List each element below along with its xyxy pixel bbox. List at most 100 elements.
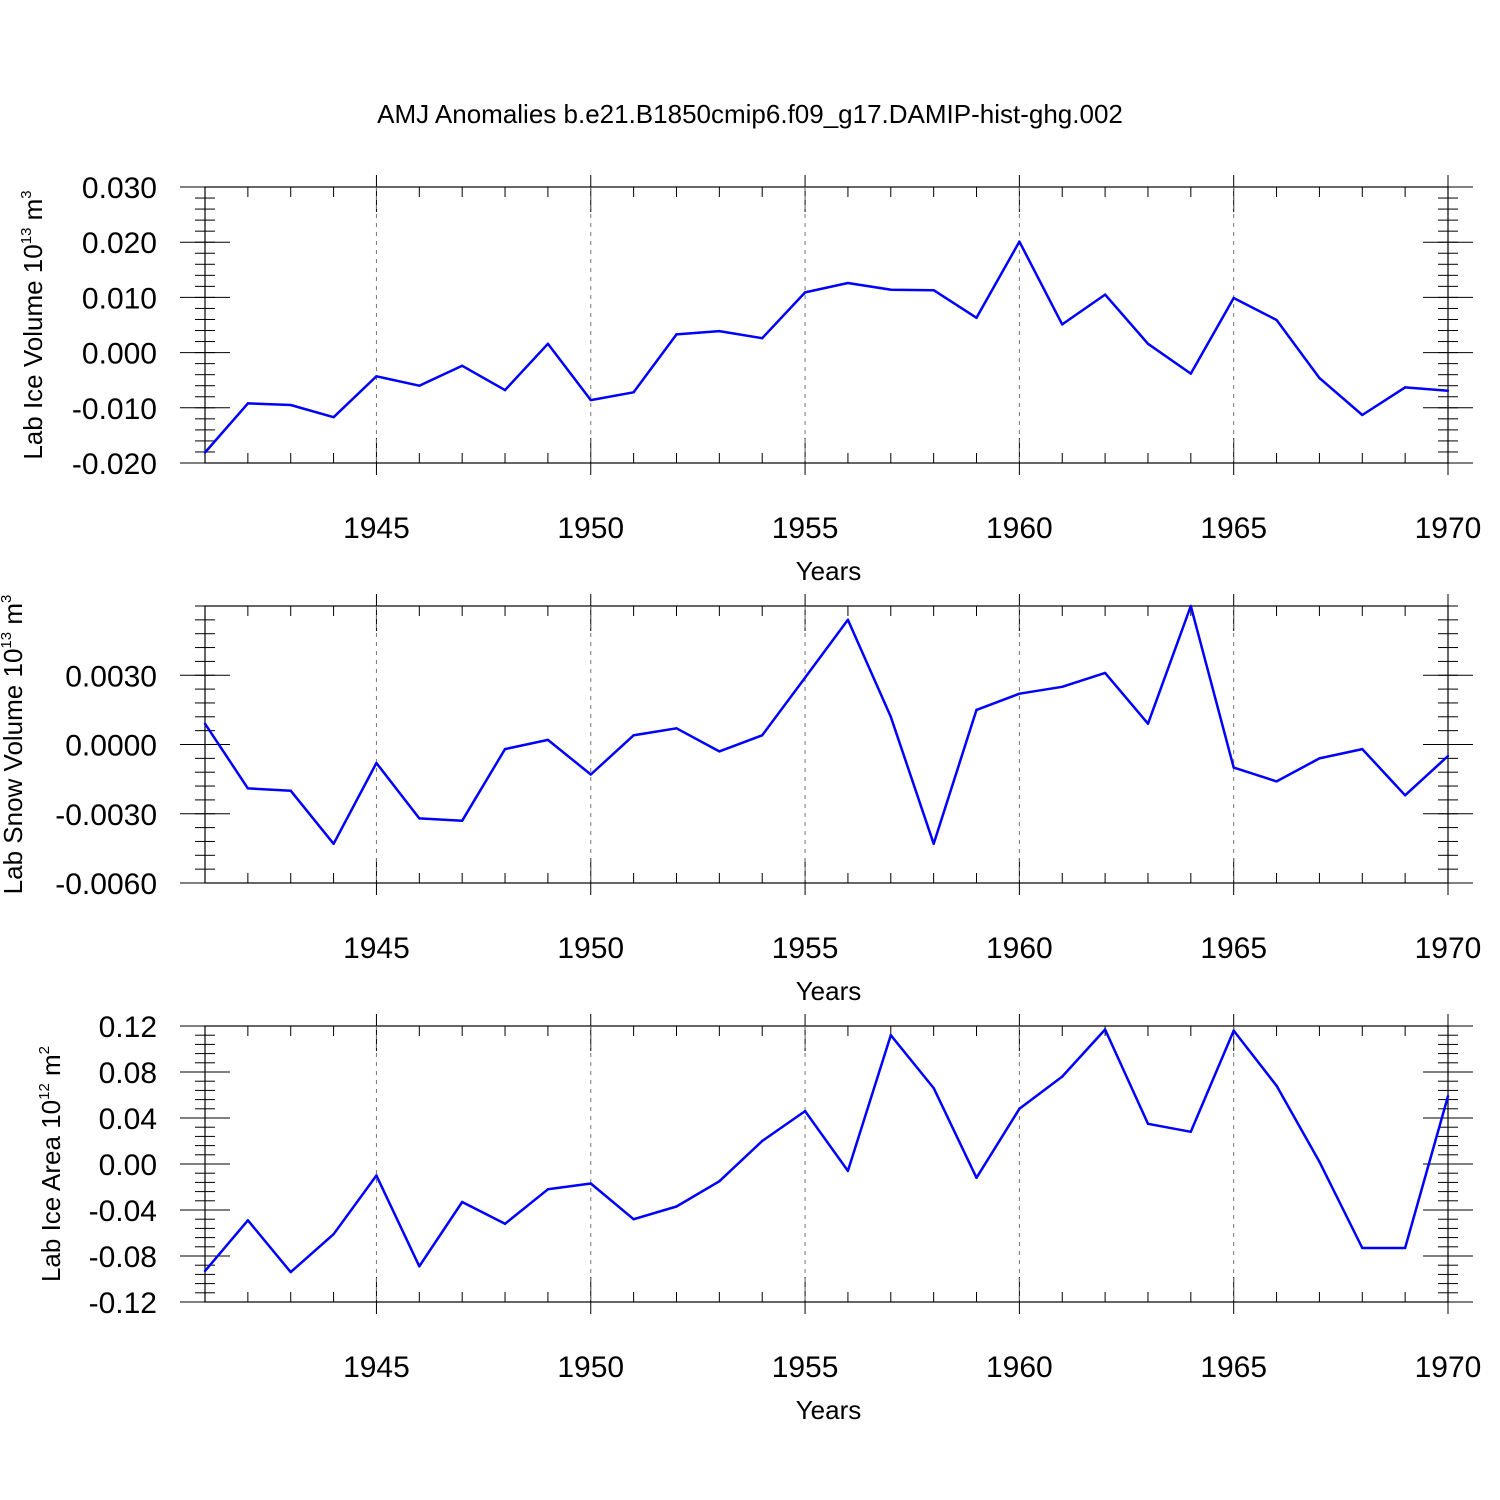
y-tick-label: -0.04 [89, 1195, 157, 1228]
data-point [803, 291, 807, 294]
y-tick-label: 0.000 [82, 338, 157, 371]
data-point [718, 1180, 721, 1183]
x-tick-label: 1965 [1200, 512, 1267, 545]
data-point [1018, 1107, 1021, 1111]
data-point [418, 1265, 421, 1268]
y-tick-label: -0.12 [89, 1287, 157, 1320]
data-point [1232, 296, 1235, 300]
data-point [1275, 318, 1278, 322]
data-point [1403, 1246, 1407, 1250]
x-tick-label: 1970 [1415, 512, 1482, 545]
data-point [1189, 372, 1193, 375]
panel-1: 1945 1950 1955 1960 1965 1970 Years -0.020 -0.01… [18, 172, 1481, 586]
data-point [589, 398, 592, 402]
data-point [460, 364, 464, 368]
data-point [761, 734, 764, 737]
y-tick-label: 0.010 [82, 282, 157, 315]
data-point [332, 1232, 335, 1236]
x-tick-label: 1955 [772, 1351, 839, 1384]
data-point [803, 676, 807, 679]
data-point [761, 337, 764, 340]
data-point [675, 1205, 678, 1208]
y-tick-label: 0.12 [99, 1011, 157, 1044]
data-point [975, 708, 978, 712]
data-point [1446, 1094, 1450, 1098]
y-tick-label: 0.0030 [65, 660, 157, 693]
data-point [1146, 1122, 1150, 1125]
panel-2: 1945 1950 1955 1960 1965 1970 Years -0.0060 -0.0… [0, 594, 1481, 1006]
data-point [718, 750, 721, 753]
data-point [460, 819, 464, 822]
data-point [1146, 722, 1150, 725]
data-point [1446, 754, 1450, 758]
x-axis-label: Years [796, 1395, 862, 1425]
y-tick-label: 0.020 [82, 227, 157, 260]
data-point [375, 1174, 378, 1177]
data-point [1061, 685, 1064, 688]
data-point [418, 817, 421, 820]
data-point [1232, 766, 1235, 769]
data-point [203, 1269, 207, 1273]
y-tick-label: 0.0000 [65, 730, 157, 763]
data-point [1061, 1075, 1064, 1078]
y-tick-label: -0.0060 [55, 868, 157, 901]
data-point [1318, 1160, 1321, 1163]
x-tick-label: 1945 [343, 1351, 410, 1384]
data-point [246, 787, 250, 790]
data-point [632, 391, 635, 394]
data-point [203, 722, 207, 725]
data-point [889, 288, 892, 291]
data-point [1189, 604, 1193, 608]
data-point [1403, 386, 1407, 389]
data-point [846, 281, 850, 285]
y-tick-label: 0.04 [99, 1103, 157, 1136]
data-point [589, 1182, 592, 1185]
data-point [1446, 389, 1450, 392]
data-point [546, 342, 550, 345]
data-point [1103, 293, 1107, 296]
data-point [975, 1176, 978, 1180]
data-point [546, 738, 550, 742]
data-point [975, 316, 978, 320]
data-point [589, 773, 592, 776]
data-point [1103, 671, 1107, 675]
y-tick-label: -0.08 [89, 1241, 157, 1274]
y-tick-label: 0.00 [99, 1149, 157, 1182]
data-point [632, 1218, 635, 1221]
series-line [204, 240, 1449, 454]
x-tick-label: 1945 [343, 932, 410, 965]
x-tick-label: 1960 [986, 512, 1053, 545]
data-point [761, 1139, 764, 1143]
data-point [1061, 323, 1064, 326]
x-tick-label: 1950 [557, 512, 624, 545]
data-point [1146, 342, 1150, 345]
x-tick-label: 1945 [343, 512, 410, 545]
data-point [1318, 376, 1321, 380]
y-axis-label: Lab Snow Volume 1013 m3 [0, 595, 28, 895]
data-point [289, 1270, 292, 1274]
data-point [289, 789, 292, 792]
data-point [932, 842, 935, 845]
data-point [889, 1034, 892, 1037]
data-point [1018, 692, 1021, 695]
x-axis-label: Years [796, 556, 862, 586]
data-point [803, 1109, 807, 1113]
x-tick-label: 1950 [557, 932, 624, 965]
data-point [546, 1188, 550, 1191]
y-axis-label: Lab Ice Volume 1013 m3 [18, 190, 48, 459]
y-tick-label: 0.030 [82, 172, 157, 205]
data-point [1361, 747, 1364, 751]
x-tick-label: 1970 [1415, 1351, 1482, 1384]
data-point [846, 618, 850, 622]
data-point [503, 1222, 507, 1226]
panel-3: 1945 1950 1955 1960 1965 1970 Years -0.12 -0.08 -… [36, 1011, 1481, 1425]
data-point [632, 734, 635, 737]
data-point [1232, 1029, 1235, 1032]
data-point [1189, 1130, 1193, 1134]
y-tick-label: -0.0030 [55, 799, 157, 832]
x-tick-label: 1960 [986, 932, 1053, 965]
data-point [375, 375, 378, 378]
data-point [1318, 757, 1321, 760]
data-point [846, 1169, 850, 1173]
